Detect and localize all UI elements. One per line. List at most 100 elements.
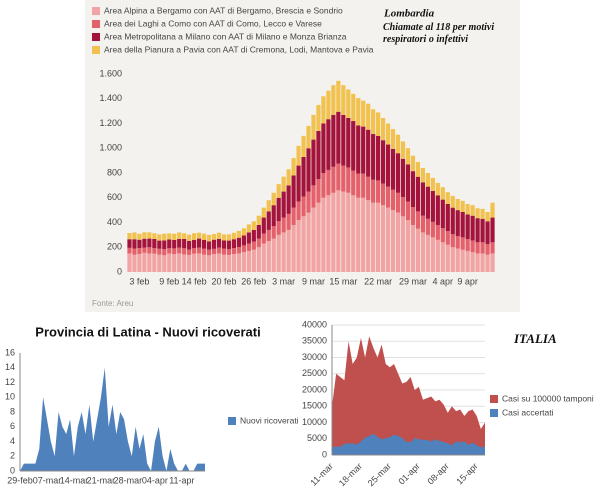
- bar-segment: [211, 254, 217, 272]
- x-tick-label: 21-mar: [87, 475, 116, 485]
- bar-segment: [480, 208, 485, 219]
- y-tick-label: 35000: [302, 336, 327, 346]
- chart-title: Lombardia: [383, 8, 435, 20]
- x-tick-label: 18-mar: [337, 461, 364, 488]
- bar-segment: [206, 249, 212, 256]
- bar-segment: [256, 215, 261, 225]
- bar-segment: [201, 239, 207, 249]
- x-tick-label: 9 feb: [159, 276, 179, 286]
- bar-segment: [425, 234, 430, 272]
- bar-segment: [152, 253, 157, 272]
- x-tick-label: 4 apr: [433, 276, 454, 286]
- legend-swatch: [490, 409, 498, 417]
- legend-swatch: [490, 395, 498, 403]
- bar-segment: [226, 240, 232, 250]
- bar-segment: [311, 185, 316, 208]
- bar-segment: [470, 240, 475, 253]
- bar-segment: [142, 238, 147, 248]
- bar-segment: [236, 247, 242, 254]
- bar-segment: [316, 202, 321, 272]
- bar-segment: [182, 248, 187, 255]
- bar-segment: [341, 114, 346, 166]
- y-tick-label: 14: [5, 362, 15, 372]
- bar-segment: [301, 135, 306, 157]
- bar-segment: [405, 220, 411, 272]
- bar-segment: [460, 237, 465, 250]
- bar-segment: [356, 98, 361, 126]
- y-tick-label: 16: [5, 347, 15, 357]
- legend-label: Area Alpina a Bergamo con AAT di Bergamo…: [104, 5, 343, 15]
- bar-segment: [286, 229, 291, 272]
- bar-segment: [142, 252, 147, 272]
- bar-segment: [480, 253, 485, 272]
- y-tick-label: 1.200: [99, 118, 122, 128]
- bar-segment: [301, 156, 306, 197]
- bar-segment: [366, 176, 371, 201]
- chart-subtitle: Chiamate al 118 per motivi respiratori o…: [383, 22, 495, 45]
- bar-segment: [440, 199, 445, 229]
- bar-segment: [356, 125, 361, 174]
- bar-segment: [271, 205, 276, 227]
- bar-segment: [286, 185, 291, 214]
- bar-segment: [306, 212, 311, 272]
- bar-segment: [435, 239, 440, 272]
- y-tick-label: 1.600: [99, 68, 122, 78]
- bar-segment: [470, 215, 475, 241]
- bar-segment: [172, 233, 177, 240]
- bar-segment: [346, 89, 351, 118]
- bar-segment: [331, 114, 336, 167]
- bar-segment: [296, 145, 301, 166]
- bar-segment: [385, 186, 391, 208]
- bar-segment: [177, 232, 182, 239]
- y-tick-label: 10000: [302, 417, 327, 427]
- bar-segment: [221, 254, 227, 272]
- bar-segment: [400, 216, 406, 272]
- chart-title: Provincia di Latina - Nuovi ricoverati: [35, 324, 260, 339]
- bar-segment: [366, 200, 371, 272]
- bar-segment: [157, 234, 162, 241]
- bar-segment: [236, 230, 242, 238]
- bar-segment: [425, 173, 430, 187]
- bar-segment: [415, 228, 421, 272]
- bar-segment: [132, 239, 137, 249]
- bar-segment: [192, 253, 197, 272]
- bar-segment: [291, 175, 296, 208]
- area: [332, 433, 485, 455]
- bar-segment: [226, 254, 232, 272]
- bar-segment: [326, 119, 331, 170]
- bar-segment: [266, 200, 271, 212]
- bar-segment: [196, 238, 202, 248]
- bar-segment: [420, 215, 426, 233]
- bar-segment: [187, 249, 192, 255]
- bar-segment: [450, 247, 455, 272]
- bar-segment: [261, 207, 266, 218]
- bar-segment: [376, 180, 381, 203]
- bar-segment: [415, 211, 421, 229]
- chart-title: ITALIA: [513, 331, 557, 346]
- bar-segment: [341, 191, 346, 272]
- bar-segment: [281, 232, 286, 272]
- bar-segment: [251, 229, 256, 242]
- bar-segment: [157, 254, 162, 272]
- bar-segment: [162, 240, 167, 250]
- bar-segment: [127, 239, 132, 248]
- bar-segment: [341, 165, 346, 192]
- bar-segment: [221, 234, 227, 241]
- bar-segment: [390, 148, 396, 190]
- x-tick-label: 29-feb: [7, 475, 33, 485]
- bar-segment: [177, 238, 182, 248]
- bar-segment: [211, 239, 217, 249]
- x-tick-label: 11-apr: [169, 475, 194, 485]
- bar-segment: [331, 166, 336, 193]
- bar-segment: [236, 237, 242, 248]
- bar-segment: [226, 249, 232, 255]
- y-tick-label: 4: [10, 436, 15, 446]
- bar-segment: [410, 155, 416, 172]
- bar-segment: [256, 224, 261, 239]
- x-tick-label: 26 feb: [241, 276, 266, 286]
- y-tick-label: 12: [5, 377, 15, 387]
- bar-segment: [137, 248, 142, 255]
- bar-segment: [216, 232, 222, 239]
- bar-segment: [410, 207, 416, 225]
